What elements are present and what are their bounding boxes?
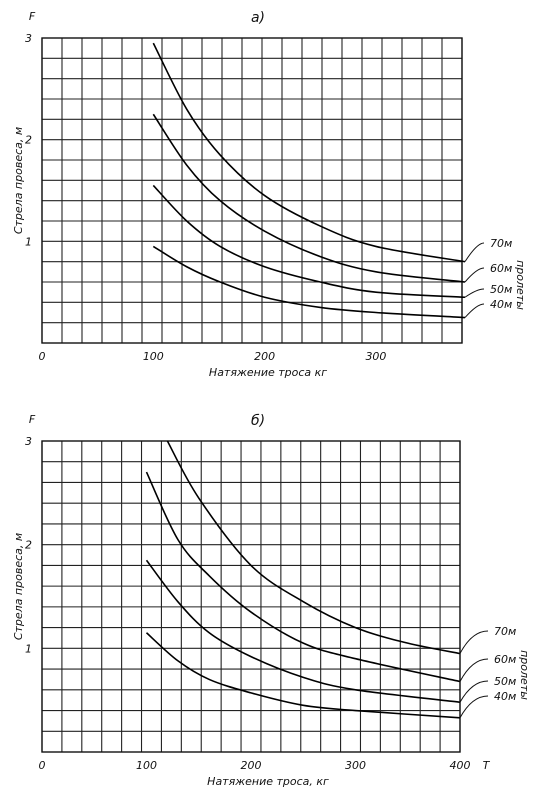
y-tick-label: 2 [25, 134, 32, 147]
series-line-3 [152, 245, 466, 319]
x-tick-label: 0 [39, 350, 46, 363]
x-axis-label: Натяжение троса, кг [207, 775, 329, 788]
x-tick-label: 400 [450, 759, 471, 772]
panel-label: а) [251, 10, 265, 26]
series-leader [459, 658, 489, 682]
x-tick-label: 200 [241, 759, 262, 772]
series-line-1 [145, 471, 461, 683]
series-leader [464, 303, 485, 318]
x-tick-label: 100 [143, 350, 164, 363]
grid [41, 37, 463, 344]
series-line-2 [145, 559, 461, 704]
y-tick-label: 2 [25, 539, 32, 552]
y-tick-label: 1 [25, 642, 32, 655]
y-axis-label: Стрела провеса, м [12, 127, 25, 234]
series-leader [459, 680, 489, 703]
x-tick-label: 300 [345, 759, 366, 772]
series-label: 50м [494, 675, 516, 688]
series-label: 60м [494, 653, 516, 666]
plot-frame [41, 440, 461, 753]
plot-frame [41, 37, 463, 344]
x-tick-label: 200 [254, 350, 275, 363]
series-leader [464, 267, 485, 283]
x-tick-label: 100 [136, 759, 157, 772]
x-axis-label: Натяжение троса кг [209, 366, 327, 379]
x-tick-label: 0 [39, 759, 46, 772]
series-group-label: пролеты [518, 650, 531, 700]
panel-label: б) [251, 413, 265, 429]
y-axis-letter: F [29, 10, 36, 23]
series-leader [464, 288, 485, 298]
x-tick-label: 300 [365, 350, 386, 363]
y-tick-label: 3 [25, 435, 32, 448]
y-axis-letter: F [29, 413, 36, 426]
series-line-0 [166, 440, 461, 655]
series-line-3 [145, 632, 461, 719]
series-label: 70м [494, 625, 516, 638]
chart-panel-a: 1 2 3 0 100 200 300 F а) Стрела провеса, м Натяжен… [12, 10, 527, 379]
series-label: 40м [494, 690, 516, 703]
x-axis-letter: T [483, 759, 491, 772]
series-group-label: пролеты [514, 260, 527, 310]
y-tick-label: 3 [25, 32, 32, 45]
series-label: 60м [490, 262, 512, 275]
series-label: 70м [490, 237, 512, 250]
series-line-1 [152, 113, 466, 283]
chart-panel-b: 1 2 3 0 100 200 300 400 F Tб) Стрела провеса, м Нат… [12, 413, 531, 788]
y-axis-label: Стрела провеса, м [12, 533, 25, 640]
series-leader [459, 630, 489, 654]
grid [41, 440, 461, 753]
series-label: 50м [490, 283, 512, 296]
series-label: 40м [490, 298, 512, 311]
series-leader [464, 242, 485, 262]
series-line-0 [152, 42, 466, 263]
series-line-2 [152, 184, 466, 299]
series-leader [459, 695, 489, 719]
y-tick-label: 1 [25, 235, 32, 248]
